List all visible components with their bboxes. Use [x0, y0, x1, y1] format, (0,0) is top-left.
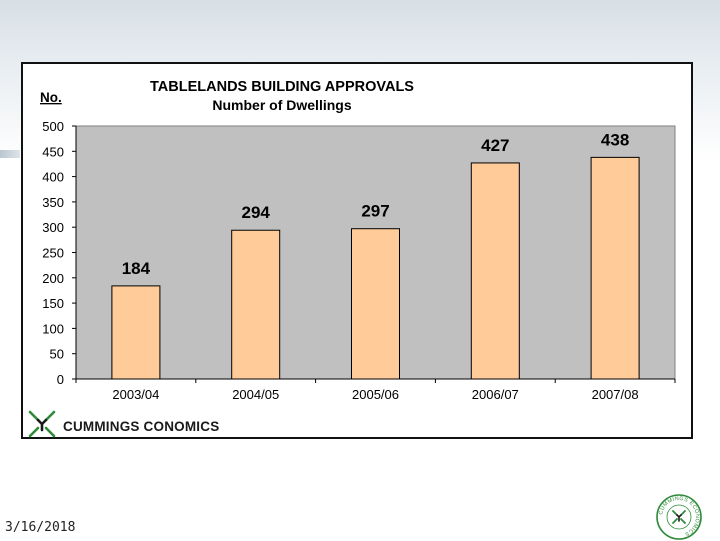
slide-date: 3/16/2018 [5, 520, 76, 535]
cummings-economics-seal-icon: CUMMINGS ECONOMICS [656, 494, 702, 540]
background-accent-stripe [0, 150, 20, 158]
x-tick-label: 2005/06 [352, 387, 399, 402]
data-label: 427 [481, 136, 509, 155]
y-tick-label: 200 [42, 271, 64, 286]
y-tick-label: 400 [42, 170, 64, 185]
y-tick-label: 350 [42, 195, 64, 210]
cummings-economics-logo-icon [28, 410, 56, 438]
data-label: 438 [601, 130, 629, 149]
x-tick-label: 2003/04 [112, 387, 159, 402]
bar-2007-08 [590, 156, 640, 380]
y-tick-label: 250 [42, 246, 64, 261]
brand-name: CUMMINGS CONOMICS [63, 419, 220, 434]
chart-subtitle: Number of Dwellings [212, 97, 351, 113]
y-tick-label: 100 [42, 321, 64, 336]
y-tick-label: 50 [50, 347, 64, 362]
y-tick-label: 0 [57, 372, 64, 387]
chart-frame: TABLELANDS BUILDING APPROVALS Number of … [21, 62, 693, 439]
y-axis-label: No. [40, 90, 62, 105]
y-tick-label: 150 [42, 296, 64, 311]
x-tick-label: 2006/07 [472, 387, 519, 402]
y-tick-label: 500 [42, 119, 64, 134]
y-tick-label: 450 [42, 144, 64, 159]
bar-2005-06 [351, 228, 400, 380]
bar-2004-05 [231, 229, 281, 380]
x-tick-label: 2007/08 [592, 387, 639, 402]
chart-title: TABLELANDS BUILDING APPROVALS [150, 79, 414, 95]
data-label: 297 [361, 202, 389, 221]
data-label: 184 [122, 259, 151, 278]
bar-chart: TABLELANDS BUILDING APPROVALS Number of … [40, 79, 676, 402]
brand-footer: CUMMINGS CONOMICS [26, 406, 246, 438]
bar-2006-07 [470, 162, 520, 380]
y-tick-label: 300 [42, 220, 64, 235]
data-label: 294 [242, 203, 271, 222]
bar-2003-04 [111, 285, 161, 380]
x-tick-label: 2004/05 [232, 387, 279, 402]
